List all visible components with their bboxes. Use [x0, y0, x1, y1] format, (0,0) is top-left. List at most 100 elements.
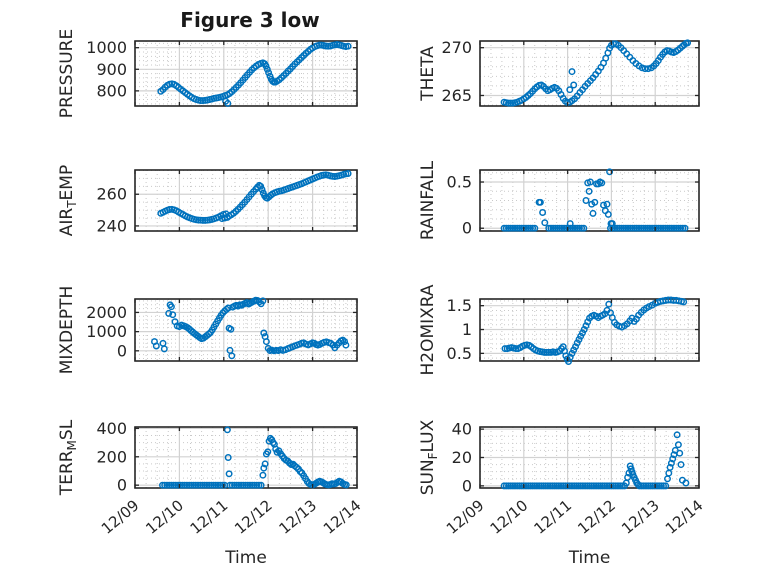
data-point: [655, 224, 663, 232]
data-point: [548, 482, 556, 490]
data-point: [542, 482, 550, 490]
data-point: [253, 481, 261, 489]
data-point: [545, 348, 553, 356]
data-point: [165, 309, 173, 317]
data-point: [174, 481, 182, 489]
tick-marks: [479, 41, 700, 106]
data-point: [170, 481, 178, 489]
data-point: [651, 482, 659, 490]
data-point: [635, 482, 643, 490]
data-point: [505, 482, 512, 490]
data-point: [546, 482, 554, 490]
data-point: [604, 210, 612, 218]
data-point: [609, 224, 617, 232]
data-point: [197, 97, 205, 105]
x-tick-label: 12/11: [187, 496, 232, 538]
data-point: [165, 481, 173, 489]
data-point: [596, 482, 604, 490]
series-markers: [501, 296, 688, 365]
data-point: [529, 224, 537, 232]
y-tick-label: 2000: [86, 303, 127, 322]
data-point: [575, 224, 583, 232]
data-point: [257, 182, 265, 190]
data-point: [646, 224, 654, 232]
data-point: [511, 224, 519, 232]
data-point: [190, 481, 198, 489]
data-point: [228, 352, 236, 360]
data-point: [668, 224, 676, 232]
data-point: [203, 481, 211, 489]
data-point: [210, 481, 218, 489]
data-point: [624, 473, 632, 481]
x-tick-label: 12/12: [231, 496, 276, 538]
data-point: [246, 481, 254, 489]
data-point: [501, 345, 509, 353]
minor-grid: [480, 427, 699, 488]
data-point: [642, 224, 650, 232]
data-point: [524, 482, 532, 490]
data-point: [626, 224, 634, 232]
data-point: [575, 482, 582, 490]
data-point: [261, 460, 269, 468]
data-point: [250, 481, 258, 489]
data-point: [342, 341, 350, 349]
data-point: [225, 470, 233, 478]
data-point: [581, 482, 589, 490]
y-tick-label: 1000: [86, 38, 127, 57]
data-point: [618, 224, 625, 232]
data-point: [199, 481, 206, 489]
data-point: [578, 224, 586, 232]
figure-title: Figure 3 low: [180, 8, 320, 32]
data-point: [681, 224, 689, 232]
series-markers: [151, 296, 350, 360]
data-point: [540, 482, 547, 490]
y-axis-label-theta: THETA: [418, 46, 438, 102]
y-axis-label-h2omixra: H2OMIXRA: [418, 284, 438, 375]
data-point: [212, 481, 220, 489]
data-point: [606, 168, 614, 176]
data-point: [598, 179, 606, 187]
data-point: [228, 481, 236, 489]
data-point: [558, 224, 566, 232]
data-point: [657, 224, 665, 232]
data-point: [507, 224, 515, 232]
tick-marks: [134, 41, 358, 106]
data-point: [611, 224, 619, 232]
data-point: [505, 224, 512, 232]
axes-box: [134, 426, 358, 489]
data-point: [169, 311, 177, 319]
data-point: [644, 482, 652, 490]
data-point: [531, 224, 539, 232]
data-point: [265, 69, 273, 77]
x-tick-label: 12/11: [530, 496, 575, 538]
y-axis-label-terr-msl: TERRMSL: [57, 419, 79, 496]
data-point: [684, 39, 692, 47]
data-point: [257, 481, 265, 489]
tick-marks: [479, 427, 700, 488]
data-point: [638, 64, 646, 72]
data-point: [342, 481, 350, 489]
data-point: [248, 481, 256, 489]
y-axis-label-air-temp: AIRTEMP: [57, 165, 79, 236]
data-point: [192, 481, 200, 489]
y-tick-label: 400: [96, 419, 127, 438]
data-point: [571, 224, 579, 232]
data-point: [227, 325, 235, 333]
data-point: [160, 345, 168, 353]
data-point: [549, 224, 557, 232]
data-point: [638, 482, 646, 490]
data-point: [669, 455, 677, 463]
x-tick-label: 12/12: [574, 496, 619, 538]
data-point: [586, 178, 594, 186]
data-point: [315, 41, 323, 49]
x-tick-label: 12/09: [98, 496, 143, 538]
data-point: [562, 224, 570, 232]
data-point: [666, 463, 674, 471]
data-point: [344, 42, 352, 50]
data-point: [226, 481, 234, 489]
data-point: [589, 209, 597, 217]
data-point: [572, 343, 579, 351]
data-point: [507, 482, 515, 490]
data-point: [216, 481, 224, 489]
data-point: [513, 224, 521, 232]
